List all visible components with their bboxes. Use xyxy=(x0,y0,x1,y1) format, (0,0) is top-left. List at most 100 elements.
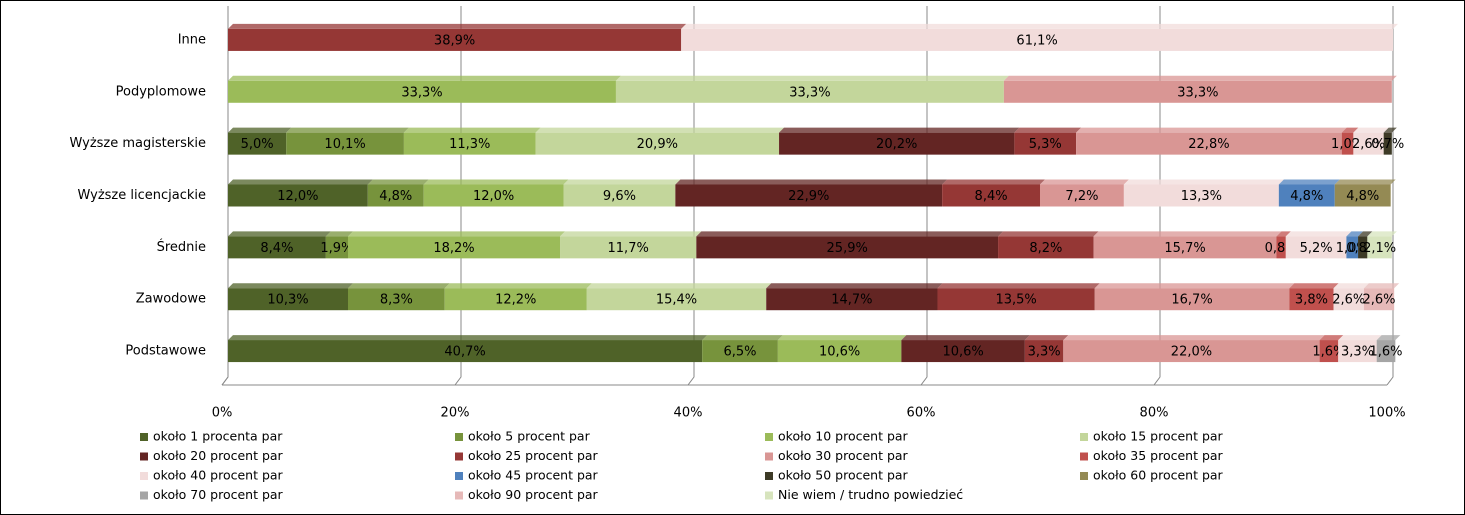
bar-top xyxy=(942,179,1046,185)
bar-segment xyxy=(228,288,348,311)
bar-segment xyxy=(423,184,564,207)
bar-segment xyxy=(367,184,424,207)
bar-top xyxy=(1383,127,1397,133)
plot-area: 0% 20% 40% 60% 80% 100% Inne 38,9% 61,1% Podyplom… xyxy=(70,6,1406,421)
data-label: 2,1% xyxy=(1363,241,1396,256)
bar-top xyxy=(779,127,1020,133)
legend-label: około 40 procent par xyxy=(153,468,284,483)
bar-top xyxy=(615,75,1009,81)
bar-segment xyxy=(777,340,902,363)
bar-segment xyxy=(403,132,536,155)
bar-segment xyxy=(1334,184,1391,207)
legend-swatch xyxy=(140,433,148,441)
legend-label: około 5 procent par xyxy=(468,429,591,444)
bar-top xyxy=(228,127,292,133)
bar-top xyxy=(1024,335,1069,341)
data-label: 33,3% xyxy=(401,85,442,100)
bar-segment xyxy=(560,236,697,259)
bar-segment xyxy=(228,80,616,103)
bar-top xyxy=(228,179,373,185)
data-label: 15,7% xyxy=(1164,241,1205,256)
bar-segment xyxy=(1076,132,1342,155)
bar-segment xyxy=(766,288,938,311)
data-label: 10,3% xyxy=(267,293,308,308)
data-label: 4,8% xyxy=(1346,189,1379,204)
data-label: 5,2% xyxy=(1300,241,1333,256)
legend-swatch xyxy=(140,491,148,500)
legend-label: około 60 procent par xyxy=(1093,468,1224,483)
bar-segment xyxy=(535,132,780,155)
bar-top xyxy=(696,231,1004,237)
y-tick-label: Średnie xyxy=(157,239,206,255)
bar-segment xyxy=(1353,132,1384,155)
bar-top xyxy=(560,231,702,237)
bar-top xyxy=(1276,231,1291,237)
bar-segment xyxy=(702,340,778,363)
data-label: 2,6% xyxy=(1363,293,1396,308)
bar-top xyxy=(286,127,409,133)
bar-top xyxy=(1040,179,1129,185)
bar-segment xyxy=(1123,184,1279,207)
legend: około 1 procenta par około 5 procent par o… xyxy=(140,429,1224,502)
data-label: 5,0% xyxy=(241,137,274,152)
bar-segment xyxy=(325,236,348,259)
bar-segment xyxy=(1276,236,1286,259)
bar-segment xyxy=(1040,184,1124,207)
bar-top xyxy=(1334,179,1396,185)
y-tick-label: Podyplomowe xyxy=(116,84,206,99)
data-label: 61,1% xyxy=(1016,33,1057,48)
bar-segment xyxy=(347,236,561,259)
bar-top xyxy=(228,75,621,81)
bar-top xyxy=(777,335,907,341)
data-label: 8,2% xyxy=(1029,241,1062,256)
legend-swatch xyxy=(455,452,463,461)
data-label: 38,9% xyxy=(434,33,475,48)
bar-top xyxy=(444,283,592,289)
legend-swatch xyxy=(455,472,463,480)
legend-label: około 90 procent par xyxy=(468,487,599,502)
bar-segment xyxy=(998,236,1094,259)
bar-top xyxy=(1093,231,1282,237)
bar-top xyxy=(681,23,1398,29)
data-label: 22,8% xyxy=(1188,137,1229,152)
data-label: 12,0% xyxy=(277,189,318,204)
bar-top xyxy=(535,127,785,133)
bar-segment xyxy=(228,184,368,207)
bar-segment xyxy=(1338,340,1377,363)
legend-label: Nie wiem / trudno powiedzieć xyxy=(778,487,963,502)
bar-top xyxy=(1289,283,1339,289)
legend-label: około 20 procent par xyxy=(153,448,284,463)
legend-label: około 45 procent par xyxy=(468,468,599,483)
data-label: 3,3% xyxy=(1028,345,1061,360)
bar-segment xyxy=(615,80,1004,103)
data-label: 10,1% xyxy=(324,137,365,152)
grid-line xyxy=(221,6,229,386)
bar-top xyxy=(403,127,541,133)
x-tick-label: 0% xyxy=(212,406,233,421)
data-label: 1,6% xyxy=(1312,345,1345,360)
bar-segment xyxy=(1285,236,1347,259)
data-label: 11,7% xyxy=(608,241,649,256)
legend-swatch xyxy=(765,452,773,461)
data-label: 3,8% xyxy=(1295,293,1328,308)
bar-segment xyxy=(1341,132,1354,155)
bar-top xyxy=(228,23,687,29)
bar-segment xyxy=(444,288,587,311)
x-tick-label: 40% xyxy=(674,406,703,421)
bar-top xyxy=(1338,335,1382,341)
bar-segment xyxy=(1289,288,1334,311)
bar-top xyxy=(1319,335,1344,341)
bar-top xyxy=(228,335,708,341)
legend-label: około 25 procent par xyxy=(468,448,599,463)
bar-top xyxy=(228,283,353,289)
bar-segment xyxy=(228,28,682,51)
bar-segment xyxy=(942,184,1041,207)
data-label: 20,9% xyxy=(637,137,678,152)
legend-swatch xyxy=(765,433,773,441)
y-tick-label: Wyższe magisterskie xyxy=(70,136,207,151)
bar-top xyxy=(1278,179,1340,185)
bar-top xyxy=(1285,231,1352,237)
bar-top xyxy=(1363,283,1400,289)
data-label: 2,6% xyxy=(1352,137,1385,152)
